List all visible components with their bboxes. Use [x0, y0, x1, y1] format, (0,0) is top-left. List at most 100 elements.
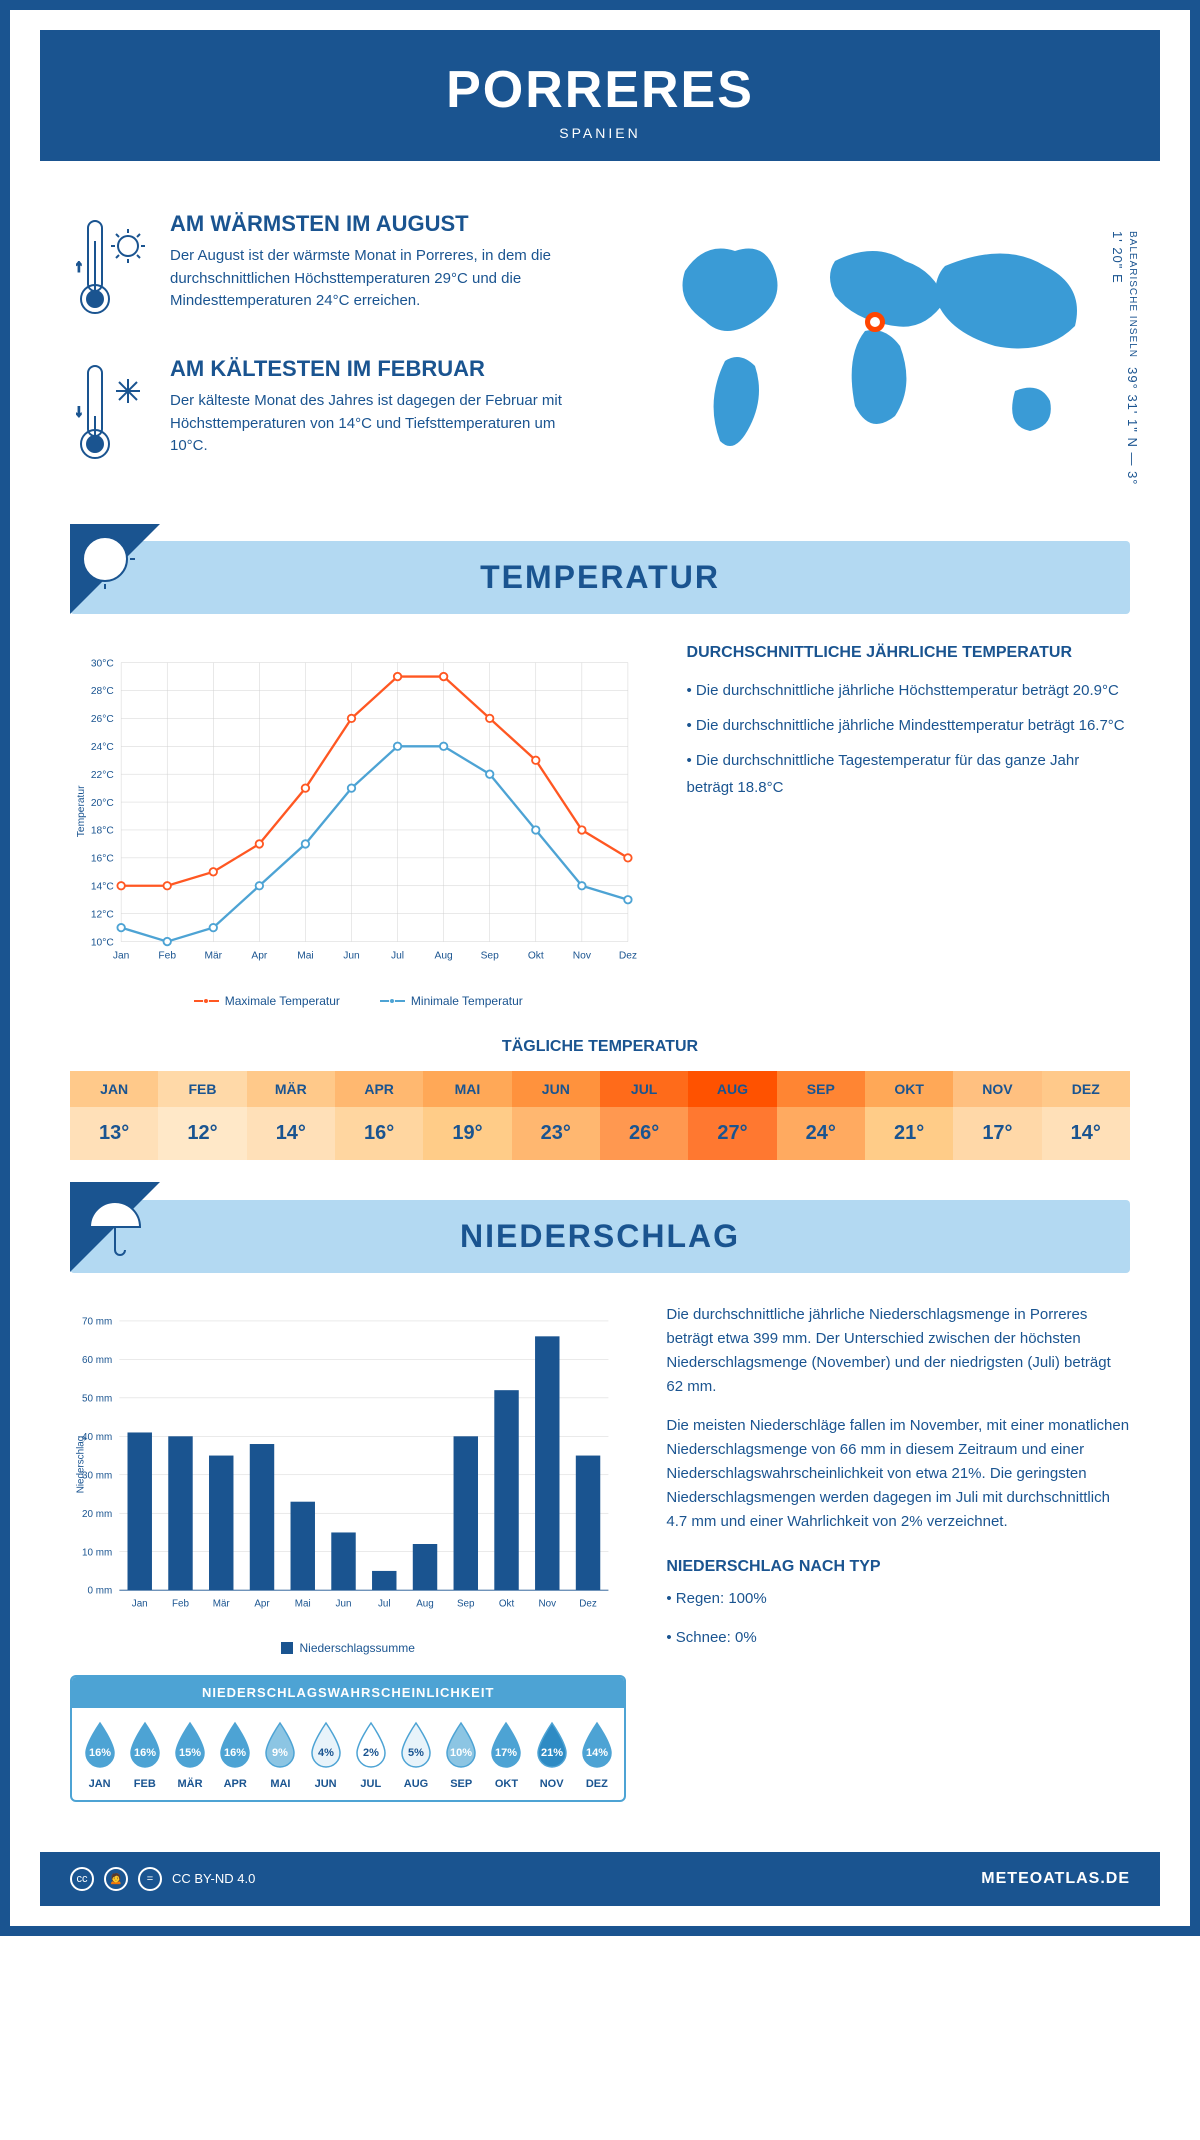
footer-license: cc 🙍 = CC BY-ND 4.0 — [70, 1867, 255, 1891]
svg-text:↓: ↓ — [75, 403, 83, 420]
prob-cell: 21%NOV — [529, 1718, 574, 1790]
precip-chart: 0 mm10 mm20 mm30 mm40 mm50 mm60 mm70 mmJ… — [70, 1303, 626, 1626]
daily-temp-grid: JAN13°FEB12°MÄR14°APR16°MAI19°JUN23°JUL2… — [70, 1071, 1130, 1160]
precip-info: Die durchschnittliche jährliche Niedersc… — [666, 1303, 1130, 1802]
legend-min-label: Minimale Temperatur — [411, 994, 523, 1008]
thermometer-sun-icon: ↑ — [70, 211, 150, 326]
svg-text:Aug: Aug — [435, 950, 453, 961]
temp-bullet: • Die durchschnittliche jährliche Höchst… — [687, 677, 1130, 704]
daily-cell: SEP24° — [777, 1071, 865, 1160]
temp-legend: Maximale Temperatur Minimale Temperatur — [70, 994, 647, 1008]
prob-cell: 5%AUG — [393, 1718, 438, 1790]
svg-text:↑: ↑ — [75, 258, 83, 275]
sun-icon — [70, 524, 170, 632]
daily-cell: JUL26° — [600, 1071, 688, 1160]
svg-text:Okt: Okt — [528, 950, 544, 961]
svg-text:10 mm: 10 mm — [82, 1547, 112, 1558]
precip-title: NIEDERSCHLAG — [460, 1218, 740, 1254]
intro-section: ↑ AM WÄRMSTEN IM AUGUST Der August ist d… — [10, 191, 1190, 541]
footer: cc 🙍 = CC BY-ND 4.0 METEOATLAS.DE — [40, 1852, 1160, 1906]
prob-title: NIEDERSCHLAGSWAHRSCHEINLICHKEIT — [72, 1677, 624, 1708]
precip-text-1: Die durchschnittliche jährliche Niedersc… — [666, 1303, 1130, 1399]
svg-text:21%: 21% — [541, 1747, 563, 1759]
daily-cell: JUN23° — [512, 1071, 600, 1160]
intro-left: ↑ AM WÄRMSTEN IM AUGUST Der August ist d… — [70, 211, 580, 501]
svg-text:30 mm: 30 mm — [82, 1470, 112, 1481]
svg-text:Sep: Sep — [481, 950, 499, 961]
prob-cell: 9%MAI — [258, 1718, 303, 1790]
coldest-text: Der kälteste Monat des Jahres ist dagege… — [170, 390, 580, 458]
warmest-block: ↑ AM WÄRMSTEN IM AUGUST Der August ist d… — [70, 211, 580, 326]
thermometer-snow-icon: ↓ — [70, 356, 150, 471]
svg-text:Okt: Okt — [499, 1598, 515, 1609]
prob-cell: 16%FEB — [122, 1718, 167, 1790]
svg-text:Dez: Dez — [619, 950, 637, 961]
umbrella-icon — [70, 1182, 170, 1290]
nd-icon: = — [138, 1867, 162, 1891]
svg-text:26°C: 26°C — [91, 714, 114, 725]
svg-text:Nov: Nov — [539, 1598, 557, 1609]
svg-text:Dez: Dez — [579, 1598, 597, 1609]
svg-text:Aug: Aug — [416, 1598, 434, 1609]
svg-text:16%: 16% — [89, 1747, 111, 1759]
svg-text:5%: 5% — [408, 1747, 424, 1759]
svg-text:16°C: 16°C — [91, 854, 114, 865]
svg-text:22°C: 22°C — [91, 770, 114, 781]
cc-icon: cc — [70, 1867, 94, 1891]
svg-text:Feb: Feb — [172, 1598, 190, 1609]
precip-text-2: Die meisten Niederschläge fallen im Nove… — [666, 1414, 1130, 1534]
daily-temp: TÄGLICHE TEMPERATUR JAN13°FEB12°MÄR14°AP… — [10, 1038, 1190, 1200]
svg-text:9%: 9% — [272, 1747, 288, 1759]
svg-text:Nov: Nov — [573, 950, 592, 961]
coldest-block: ↓ AM KÄLTESTEN IM FEBRUAR Der kälteste M… — [70, 356, 580, 471]
daily-cell: DEZ14° — [1042, 1071, 1130, 1160]
page: PORRERES SPANIEN ↑ AM WÄRMSTEN IM AUGUST… — [0, 0, 1200, 1936]
temp-info: DURCHSCHNITTLICHE JÄHRLICHE TEMPERATUR •… — [687, 644, 1130, 1008]
svg-text:16%: 16% — [134, 1747, 156, 1759]
svg-text:17%: 17% — [495, 1747, 517, 1759]
precip-body: 0 mm10 mm20 mm30 mm40 mm50 mm60 mm70 mmJ… — [10, 1273, 1190, 1832]
prob-cell: 10%SEP — [439, 1718, 484, 1790]
legend-max-label: Maximale Temperatur — [225, 994, 340, 1008]
svg-text:2%: 2% — [363, 1747, 379, 1759]
svg-text:14°C: 14°C — [91, 881, 114, 892]
prob-cell: 15%MÄR — [167, 1718, 212, 1790]
temp-info-title: DURCHSCHNITTLICHE JÄHRLICHE TEMPERATUR — [687, 644, 1130, 662]
daily-cell: FEB12° — [158, 1071, 246, 1160]
temp-title: TEMPERATUR — [480, 559, 720, 595]
precip-section-header: NIEDERSCHLAG — [70, 1200, 1130, 1273]
precip-type-bullet: • Schnee: 0% — [666, 1626, 1130, 1650]
daily-cell: MÄR14° — [247, 1071, 335, 1160]
warmest-title: AM WÄRMSTEN IM AUGUST — [170, 211, 580, 237]
svg-text:16%: 16% — [224, 1747, 246, 1759]
prob-cell: 17%OKT — [484, 1718, 529, 1790]
prob-cell: 16%APR — [213, 1718, 258, 1790]
page-subtitle: SPANIEN — [40, 125, 1160, 141]
prob-box: NIEDERSCHLAGSWAHRSCHEINLICHKEIT 16%JAN16… — [70, 1675, 626, 1802]
svg-text:10°C: 10°C — [91, 937, 114, 948]
svg-text:Mär: Mär — [204, 950, 222, 961]
svg-text:Jul: Jul — [378, 1598, 391, 1609]
svg-text:14%: 14% — [586, 1747, 608, 1759]
svg-text:Mär: Mär — [213, 1598, 231, 1609]
temp-body: 10°C12°C14°C16°C18°C20°C22°C24°C26°C28°C… — [10, 614, 1190, 1038]
svg-text:40 mm: 40 mm — [82, 1432, 112, 1443]
precip-left: 0 mm10 mm20 mm30 mm40 mm50 mm60 mm70 mmJ… — [70, 1303, 626, 1802]
temp-bullet: • Die durchschnittliche Tagestemperatur … — [687, 747, 1130, 801]
page-title: PORRERES — [40, 60, 1160, 120]
svg-text:60 mm: 60 mm — [82, 1355, 112, 1366]
svg-text:Jul: Jul — [391, 950, 404, 961]
svg-text:15%: 15% — [179, 1747, 201, 1759]
svg-text:24°C: 24°C — [91, 742, 114, 753]
svg-text:Apr: Apr — [254, 1598, 270, 1609]
svg-text:70 mm: 70 mm — [82, 1316, 112, 1327]
daily-cell: AUG27° — [688, 1071, 776, 1160]
svg-text:28°C: 28°C — [91, 686, 114, 697]
temp-section-header: TEMPERATUR — [70, 541, 1130, 614]
temp-bullet: • Die durchschnittliche jährliche Mindes… — [687, 712, 1130, 739]
svg-text:20°C: 20°C — [91, 798, 114, 809]
svg-text:50 mm: 50 mm — [82, 1393, 112, 1404]
temp-chart: 10°C12°C14°C16°C18°C20°C22°C24°C26°C28°C… — [70, 644, 647, 1008]
svg-text:10%: 10% — [450, 1747, 472, 1759]
precip-legend: Niederschlagssumme — [70, 1641, 626, 1655]
